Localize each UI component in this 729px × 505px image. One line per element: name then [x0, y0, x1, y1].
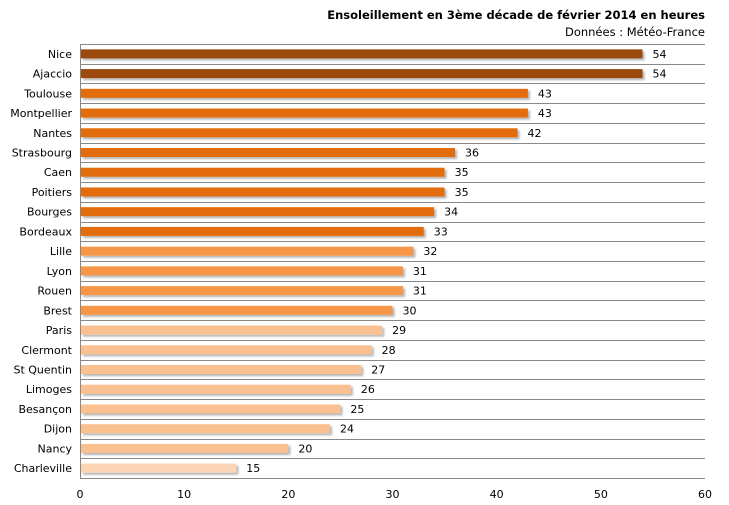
category-label: Dijon — [44, 423, 72, 436]
category-label: Nantes — [33, 127, 72, 140]
bar-nantes — [81, 128, 518, 138]
data-label: 35 — [455, 166, 469, 179]
category-label: Nice — [48, 48, 72, 61]
bar-bordeaux — [81, 226, 424, 236]
data-label: 31 — [413, 285, 427, 298]
category-label: St Quentin — [13, 364, 72, 377]
data-label: 33 — [434, 225, 448, 238]
bar-dijon — [81, 424, 330, 434]
data-label: 32 — [423, 245, 437, 258]
bar-toulouse — [81, 88, 528, 98]
data-label: 24 — [340, 423, 354, 436]
bar-st-quentin — [81, 365, 362, 374]
bar-rouen — [81, 286, 403, 296]
category-label: Paris — [46, 324, 72, 337]
data-label: 34 — [444, 206, 458, 219]
chart-title: Ensoleillement en 3ème décade de février… — [327, 8, 705, 22]
bar-brest — [81, 305, 393, 315]
data-label: 30 — [403, 304, 417, 317]
x-tick-label: 30 — [386, 488, 400, 501]
category-label: Limoges — [26, 383, 72, 396]
x-tick-label: 0 — [77, 488, 84, 501]
category-label: Strasbourg — [12, 147, 72, 160]
bar-limoges — [81, 384, 351, 394]
data-label: 29 — [392, 324, 406, 337]
bar-lille — [81, 246, 414, 256]
bar-charleville — [81, 463, 237, 473]
data-label: 28 — [382, 344, 396, 357]
x-tick-label: 60 — [698, 488, 712, 501]
category-label: Poitiers — [32, 186, 73, 199]
category-label: Ajaccio — [33, 68, 72, 81]
category-label: Caen — [44, 166, 72, 179]
category-label: Brest — [43, 304, 72, 317]
data-label: 54 — [653, 48, 667, 61]
data-label: 31 — [413, 265, 427, 278]
data-label: 27 — [371, 364, 385, 377]
bar-poitiers — [81, 187, 445, 197]
data-label: 43 — [538, 87, 552, 100]
data-label: 43 — [538, 107, 552, 120]
category-label: Toulouse — [23, 87, 72, 100]
data-label: 35 — [455, 186, 469, 199]
bar-besançon — [81, 404, 341, 414]
x-tick-label: 10 — [177, 488, 191, 501]
data-label: 54 — [653, 68, 667, 81]
category-label: Nancy — [38, 442, 73, 455]
bar-caen — [81, 167, 445, 177]
data-label: 42 — [528, 127, 542, 140]
x-tick-label: 20 — [281, 488, 295, 501]
category-label: Bourges — [27, 206, 72, 219]
data-label: 26 — [361, 383, 375, 396]
category-label: Besançon — [18, 403, 72, 416]
x-tick-label: 50 — [594, 488, 608, 501]
bar-montpellier — [81, 108, 528, 118]
x-tick-label: 40 — [490, 488, 504, 501]
bar-paris — [81, 325, 383, 335]
category-label: Charleville — [14, 462, 72, 475]
category-label: Clermont — [21, 344, 72, 357]
bar-lyon — [81, 266, 403, 276]
data-label: 25 — [350, 403, 364, 416]
bar-bourges — [81, 207, 435, 217]
bar-clermont — [81, 345, 372, 355]
category-label: Lille — [50, 245, 72, 258]
category-label: Lyon — [47, 265, 72, 278]
category-label: Rouen — [37, 285, 72, 298]
category-label: Montpellier — [10, 107, 72, 120]
data-label: 36 — [465, 147, 479, 160]
bar-strasbourg — [81, 148, 455, 157]
category-label: Bordeaux — [19, 225, 72, 238]
bar-nancy — [81, 443, 289, 453]
chart-subtitle: Données : Météo-France — [564, 25, 705, 39]
bar-nice — [81, 49, 643, 59]
bar-ajaccio — [81, 69, 643, 79]
data-label: 20 — [298, 442, 312, 455]
data-label: 15 — [246, 462, 260, 475]
